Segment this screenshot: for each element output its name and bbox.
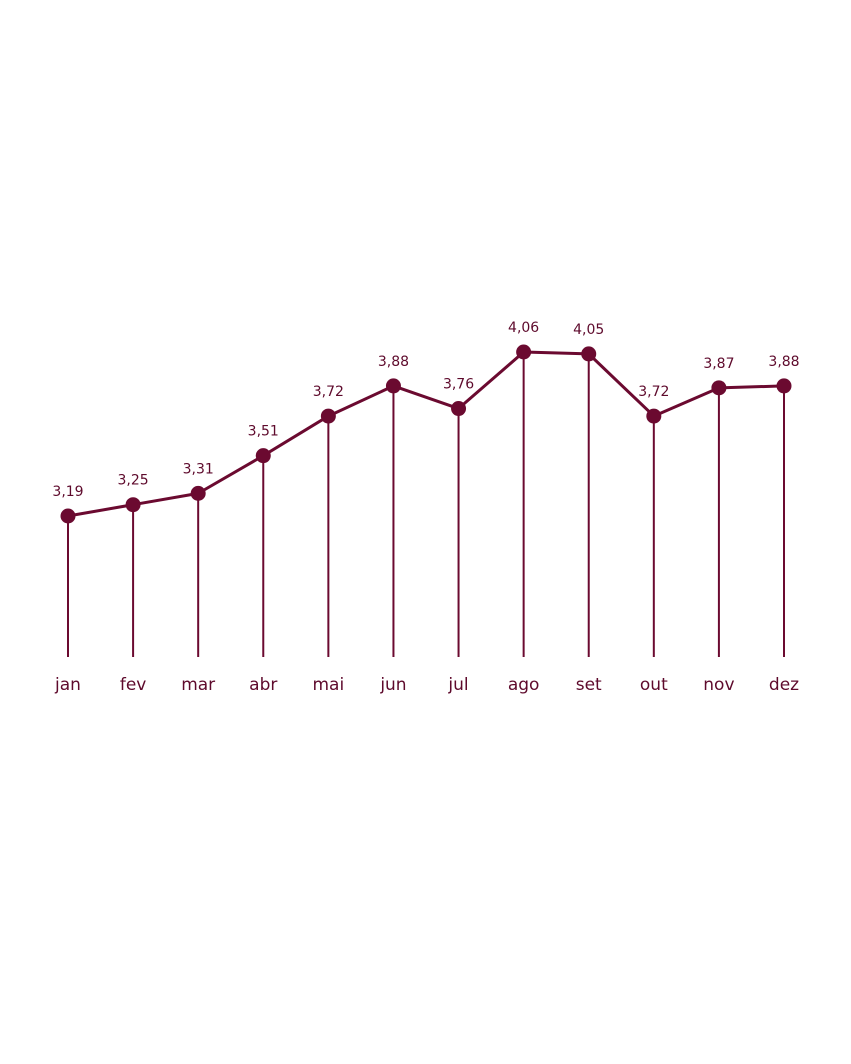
point <box>646 408 662 424</box>
value-label: 3,72 <box>638 384 669 400</box>
value-label: 3,19 <box>52 484 83 500</box>
point <box>255 448 271 464</box>
point <box>451 401 467 417</box>
point <box>320 408 336 424</box>
point <box>711 380 727 396</box>
point <box>581 346 597 362</box>
x-tick-label: fev <box>120 675 147 695</box>
point <box>60 508 76 524</box>
x-tick-label: nov <box>703 675 734 695</box>
point <box>190 485 206 501</box>
series-line <box>67 350 785 518</box>
x-tick-label: jan <box>54 675 81 695</box>
value-label: 3,25 <box>118 473 149 489</box>
x-tick-label: mai <box>313 675 345 695</box>
value-label: 3,72 <box>313 384 344 400</box>
x-tick-label: set <box>576 675 602 695</box>
x-tick-label: out <box>640 675 668 695</box>
x-tick-label: jul <box>447 675 468 695</box>
value-label: 3,88 <box>378 354 409 370</box>
value-label: 3,87 <box>703 356 734 372</box>
value-label: 4,05 <box>573 322 604 338</box>
point <box>125 497 141 513</box>
x-tick-label: mar <box>181 675 215 695</box>
value-label: 4,06 <box>508 320 539 336</box>
value-label: 3,51 <box>248 424 279 440</box>
value-label: 3,76 <box>443 377 474 393</box>
x-tick-label: ago <box>508 675 540 695</box>
point <box>385 378 401 394</box>
x-tick-label: jun <box>379 675 406 695</box>
point <box>516 344 532 360</box>
value-label: 3,31 <box>183 461 214 477</box>
x-tick-label: abr <box>249 675 277 695</box>
point <box>776 378 792 394</box>
x-tick-label: dez <box>769 675 799 695</box>
value-label: 3,88 <box>768 354 799 370</box>
